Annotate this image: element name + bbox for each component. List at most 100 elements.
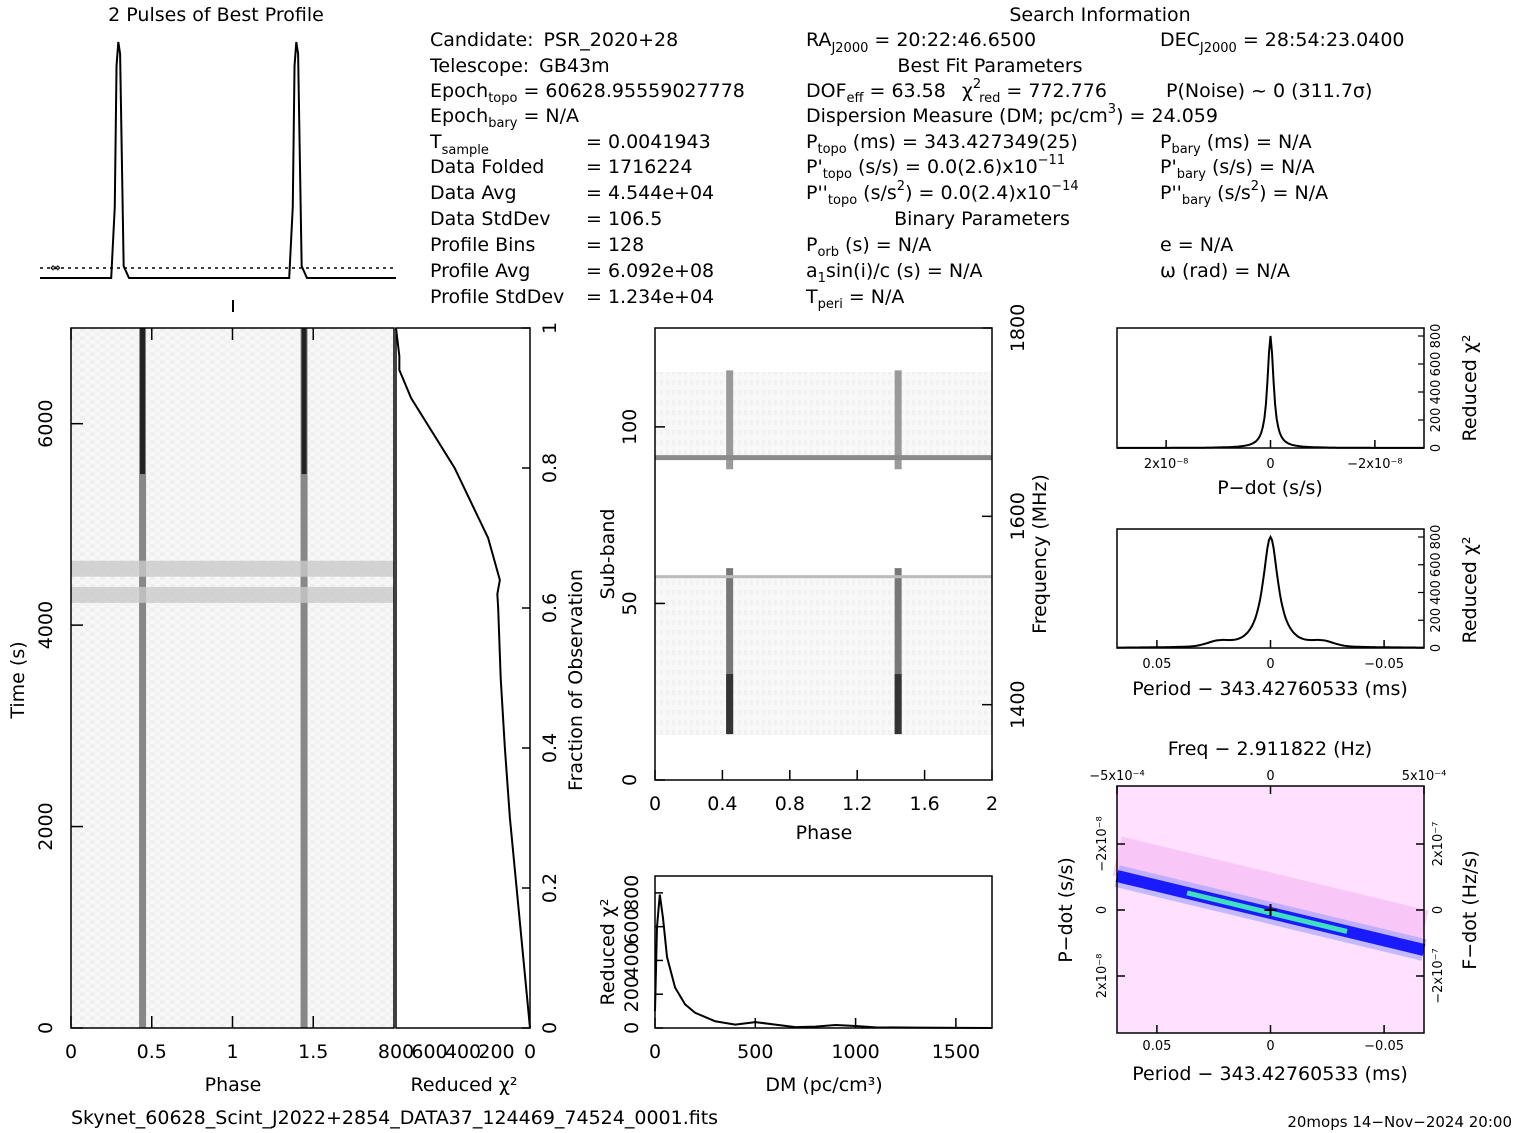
pp-y2tick-label-2: −2x10⁻⁷ xyxy=(1431,948,1446,1003)
profile-stddev-value: = 1.234e+04 xyxy=(586,286,714,308)
cf-ytick-label-1: 0.2 xyxy=(539,873,561,903)
dm-ytick-label-1: 200 xyxy=(621,976,643,1012)
cf-xtick-label-4: 0 xyxy=(524,1041,536,1063)
period-xtick-label-2: −0.05 xyxy=(1364,657,1404,672)
pnoise-line: P(Noise) ~ 0 (311.7σ) xyxy=(1166,80,1372,102)
sb-xtick-label-5: 2 xyxy=(986,793,998,815)
period-ytick-label-2: 400 xyxy=(1429,580,1444,605)
sb-y2tick-label-1: 1600 xyxy=(1007,492,1029,540)
subband-ticks: 0 0.4 0.8 1.2 1.6 2 0 50 100 1400 1600 1800 xyxy=(619,304,1029,815)
e-line: e = N/A xyxy=(1160,234,1233,256)
dm-ytick-label-3: 600 xyxy=(621,909,643,945)
tp-ytick-label-2: 4000 xyxy=(35,601,57,649)
sb-pulse-upper-1 xyxy=(894,370,902,470)
dm-ytick-label-0: 0 xyxy=(621,1022,643,1034)
chi-fraction-ylabel: Fraction of Observation xyxy=(565,569,587,791)
pdot-xtick-label-0: 2x10⁻⁸ xyxy=(1144,457,1189,472)
omega-line: ω (rad) = N/A xyxy=(1160,260,1290,282)
sb-pulse-lower-strong-0 xyxy=(726,674,734,735)
pp-x2tick-label-0: −5x10⁻⁴ xyxy=(1089,769,1144,784)
chi-fraction-curve xyxy=(395,327,531,1029)
cf-xtick-label-3: 200 xyxy=(478,1041,514,1063)
p-pdot-panel: Freq − 2.911822 (Hz) 0.05 0 −0.05 −5x10⁻⁴ 0 5… xyxy=(1055,738,1481,1085)
pdot-ytick-label-3: 600 xyxy=(1429,352,1444,377)
sb-pulse-lower-strong-1 xyxy=(894,674,902,735)
sb-ytick-label-1: 50 xyxy=(619,591,641,615)
cf-ytick-label-2: 0.4 xyxy=(539,733,561,763)
best-fit-title: Best Fit Parameters xyxy=(897,55,1082,77)
period-panel: 0.05 0 −0.05 0 200 400 600 800 Period − 343.427… xyxy=(1116,525,1481,700)
tsample-line: Tsample xyxy=(429,131,489,158)
data-stddev-value: = 106.5 xyxy=(586,208,662,230)
chi-fraction-frame xyxy=(395,327,531,1029)
pp-y2tick-label-1: 0 xyxy=(1431,906,1446,914)
tp-ytick-label-3: 6000 xyxy=(35,400,57,448)
sb-pulse-lower-1 xyxy=(894,568,902,735)
rfi-band-1 xyxy=(71,586,394,603)
cf-ytick-label-3: 0.6 xyxy=(539,593,561,623)
cf-xtick-label-1: 600 xyxy=(411,1041,447,1063)
pp-y2tick-label-0: 2x10⁻⁷ xyxy=(1431,822,1446,867)
telescope-line: Telescope: GB43m xyxy=(429,55,610,77)
time-phase-ticks: 0 0.5 1 1.5 0 2000 4000 6000 xyxy=(35,328,328,1063)
epoch-topo-line: Epochtopo = 60628.95559027778 xyxy=(430,80,745,106)
info-left-column: Candidate: PSR_2020+28 Telescope: GB43m Ep… xyxy=(429,29,745,308)
search-info-title: Search Information xyxy=(1009,4,1190,26)
pp-x2tick-label-1: 0 xyxy=(1266,769,1274,784)
pp-xtick-label-2: −0.05 xyxy=(1364,1039,1404,1054)
timestamp-footer: 20mops 14−Nov−2024 20:00 xyxy=(1287,1113,1512,1131)
pdot-bary-line: P'bary (s/s) = N/A xyxy=(1160,156,1315,182)
p-pdot-ticks: 0.05 0 −0.05 −5x10⁻⁴ 0 5x10⁻⁴ −2x10⁻⁸ 2x10⁻⁷ 0 0 2… xyxy=(1089,769,1446,1054)
dm-xtick-label-0: 0 xyxy=(649,1041,661,1063)
epoch-bary-line: Epochbary = N/A xyxy=(430,105,579,131)
filename-footer: Skynet_60628_Scint_J2022+2854_DATA37_124… xyxy=(71,1107,718,1129)
p-pdot-ylabel: P−dot (s/s) xyxy=(1055,857,1077,963)
tp-xtick-label-1: 0.5 xyxy=(137,1041,167,1063)
info-middle-column: RAJ2000 = 20:22:46.6500 Best Fit Paramete… xyxy=(805,29,1218,312)
ptopo-line: Ptopo (ms) = 343.427349(25) xyxy=(806,131,1078,157)
cf-xtick-label-2: 400 xyxy=(445,1041,481,1063)
cf-xtick-label-0: 800 xyxy=(378,1041,414,1063)
pdot-xtick-label-1: 0 xyxy=(1266,457,1274,472)
profile-avg-value: = 6.092e+08 xyxy=(586,260,714,282)
pp-halo xyxy=(1112,836,1429,950)
subband-upper-band xyxy=(655,372,992,457)
subband-xlabel: Phase xyxy=(796,822,853,844)
pp-xtick-label-1: 0 xyxy=(1266,1039,1274,1054)
info-right-column: DECJ2000 = 28:54:23.0400 P(Noise) ~ 0 (31… xyxy=(1160,29,1405,282)
sb-y2tick-label-2: 1800 xyxy=(1007,304,1029,352)
pdot-ytick-label-4: 800 xyxy=(1429,324,1444,349)
dm-xtick-label-3: 1500 xyxy=(932,1041,980,1063)
profile-curve xyxy=(40,41,396,279)
sb-ytick-label-0: 0 xyxy=(619,774,641,786)
profile-bins-label: Profile Bins xyxy=(430,234,535,256)
dof-line: DOFeff = 63.58 χ2 red = 772.776 xyxy=(806,77,1107,106)
sb-xtick-label-4: 1.6 xyxy=(909,793,939,815)
dm-ytick-label-2: 400 xyxy=(621,942,643,978)
p-pdot-xlabel: Period − 343.42760533 (ms) xyxy=(1132,1063,1408,1085)
profile-bins-value: = 128 xyxy=(586,234,644,256)
data-stddev-label: Data StdDev xyxy=(430,208,551,230)
sb-pulse-upper-0 xyxy=(726,370,734,470)
dm-ylabel: Reduced χ² xyxy=(597,899,619,1006)
profile-panel: 2 Pulses of Best Profile ⇔ xyxy=(40,4,396,279)
sb-y2tick-label-0: 1400 xyxy=(1007,680,1029,728)
pddot-bary-line: P''bary (s/s2) = N/A xyxy=(1160,179,1328,208)
dm-curve xyxy=(654,894,993,1029)
period-ticks: 0.05 0 −0.05 0 200 400 600 800 xyxy=(1142,525,1444,672)
binary-title: Binary Parameters xyxy=(894,208,1070,230)
pdot-topo-line: P'topo (s/s) = 0.0(2.6)x10−11 xyxy=(806,153,1065,182)
period-ytick-label-1: 200 xyxy=(1429,608,1444,633)
chi-fraction-xlabel: Reduced χ² xyxy=(411,1074,518,1096)
period-ytick-label-0: 0 xyxy=(1429,644,1444,652)
porb-line: Porb (s) = N/A xyxy=(806,234,931,260)
period-xlabel: Period − 343.42760533 (ms) xyxy=(1132,678,1408,700)
pbary-line: Pbary (ms) = N/A xyxy=(1160,131,1312,157)
tsample-value: = 0.0041943 xyxy=(586,131,711,153)
time-phase-ylabel: Time (s) xyxy=(7,641,29,719)
sb-xtick-label-2: 0.8 xyxy=(775,793,805,815)
pp-band-core xyxy=(1186,890,1348,934)
profile-title: 2 Pulses of Best Profile xyxy=(108,4,324,26)
